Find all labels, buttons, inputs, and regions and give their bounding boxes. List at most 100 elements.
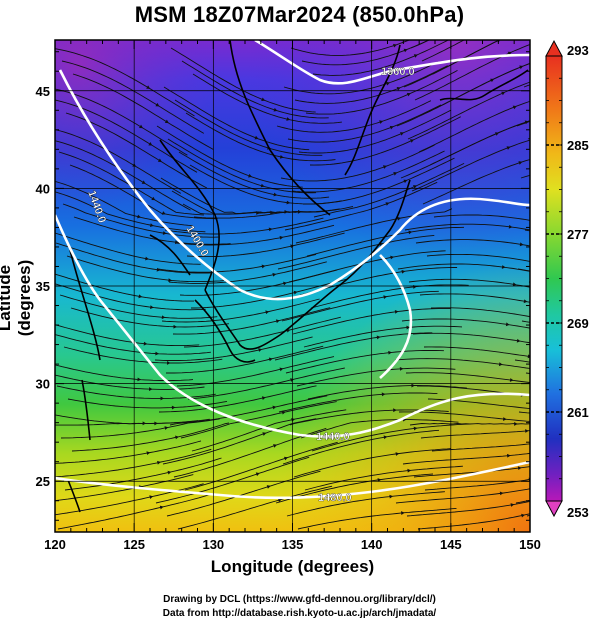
streamline-arrow bbox=[139, 124, 144, 129]
streamline-arrow bbox=[281, 410, 286, 415]
y-tick-label: 30 bbox=[36, 377, 50, 392]
streamline-arrow bbox=[286, 200, 291, 205]
streamline-arrow bbox=[507, 51, 512, 56]
streamline-arrow bbox=[273, 444, 278, 448]
streamline bbox=[163, 86, 310, 151]
streamline bbox=[533, 334, 599, 345]
streamline-arrow bbox=[381, 392, 386, 397]
streamline-arrow bbox=[506, 146, 511, 150]
streamline bbox=[406, 500, 530, 517]
streamline bbox=[55, 324, 200, 347]
streamline-arrow bbox=[273, 192, 278, 197]
geopotential-contours bbox=[55, 40, 530, 500]
contour-label: 1480.0 bbox=[318, 492, 352, 504]
streamline-arrow bbox=[262, 432, 267, 436]
streamline bbox=[427, 398, 530, 409]
streamline bbox=[412, 332, 530, 344]
streamline-arrow bbox=[265, 310, 270, 315]
streamline bbox=[290, 40, 411, 56]
streamline bbox=[417, 513, 530, 530]
streamline bbox=[71, 422, 230, 452]
streamline bbox=[398, 411, 530, 422]
streamline bbox=[295, 208, 453, 244]
streamline bbox=[274, 332, 433, 361]
streamline-arrow bbox=[164, 426, 169, 430]
streamline bbox=[535, 90, 599, 113]
streamline bbox=[281, 290, 439, 322]
chart-title: MSM 18Z07Mar2024 (850.0hPa) bbox=[134, 2, 465, 27]
streamline-arrow bbox=[171, 405, 176, 410]
streamline bbox=[55, 180, 193, 227]
streamline-arrow bbox=[175, 240, 179, 245]
streamline-arrow bbox=[515, 12, 519, 15]
streamline-arrow bbox=[516, 338, 521, 343]
streamline-arrow bbox=[155, 351, 159, 356]
streamline-arrow bbox=[161, 315, 166, 320]
streamline bbox=[183, 316, 341, 348]
streamline bbox=[411, 139, 530, 192]
streamline bbox=[55, 48, 195, 117]
colorbar-label: 293 bbox=[567, 43, 589, 58]
streamline-arrow bbox=[293, 290, 298, 295]
streamline bbox=[184, 441, 338, 491]
streamline bbox=[170, 47, 316, 113]
streamline bbox=[173, 427, 327, 478]
colorbar-label: 285 bbox=[567, 138, 589, 153]
streamline-arrow bbox=[146, 85, 151, 89]
streamline bbox=[275, 473, 434, 504]
streamline bbox=[404, 223, 530, 231]
x-tick-label: 140 bbox=[361, 537, 383, 552]
streamline bbox=[312, 40, 450, 76]
streamline-arrow bbox=[526, 26, 530, 30]
streamline-arrow bbox=[399, 366, 404, 371]
streamline bbox=[421, 40, 465, 62]
streamline-arrow bbox=[525, 429, 529, 433]
streamline-arrow bbox=[508, 224, 513, 229]
streamline-arrow bbox=[279, 367, 284, 372]
x-tick-label: 145 bbox=[440, 537, 462, 552]
streamline-arrow bbox=[494, 132, 499, 136]
streamline bbox=[158, 385, 317, 413]
streamline bbox=[154, 336, 313, 361]
streamline bbox=[307, 385, 467, 400]
streamline-arrow bbox=[538, 220, 542, 224]
streamline bbox=[301, 40, 431, 66]
streamline bbox=[162, 418, 317, 465]
contour-label: 1360.0 bbox=[381, 66, 415, 78]
streamline bbox=[55, 191, 206, 233]
streamline bbox=[400, 120, 530, 179]
streamline-arrow bbox=[284, 456, 288, 461]
streamline bbox=[409, 422, 530, 426]
streamline bbox=[185, 112, 336, 162]
streamline bbox=[55, 140, 191, 211]
streamline-arrow bbox=[161, 211, 166, 215]
streamline bbox=[180, 401, 337, 439]
streamline bbox=[64, 457, 222, 491]
streamline-arrow bbox=[531, 260, 535, 264]
streamline-arrow bbox=[157, 460, 161, 465]
streamline-arrow bbox=[148, 387, 153, 392]
streamline-arrow bbox=[273, 107, 278, 112]
streamline-arrow bbox=[146, 451, 151, 456]
streamline-arrow bbox=[248, 173, 253, 178]
streamline-arrow bbox=[401, 511, 405, 515]
streamline bbox=[174, 99, 323, 156]
streamline-arrow bbox=[501, 91, 506, 96]
streamline bbox=[192, 73, 342, 124]
streamline bbox=[55, 129, 182, 194]
colorbar-label: 253 bbox=[567, 505, 589, 520]
streamline bbox=[61, 60, 205, 134]
streamline bbox=[298, 109, 452, 154]
streamline bbox=[65, 112, 208, 189]
streamline-arrow bbox=[272, 405, 277, 410]
streamline-arrow bbox=[175, 435, 179, 440]
streamline bbox=[157, 253, 317, 273]
streamline-arrow bbox=[406, 92, 411, 97]
streamline bbox=[66, 255, 224, 283]
streamline-arrow bbox=[532, 407, 536, 411]
streamline-arrow bbox=[279, 154, 284, 159]
streamline-arrow bbox=[519, 242, 524, 247]
streamline bbox=[313, 162, 465, 218]
streamline-arrow bbox=[261, 396, 266, 400]
